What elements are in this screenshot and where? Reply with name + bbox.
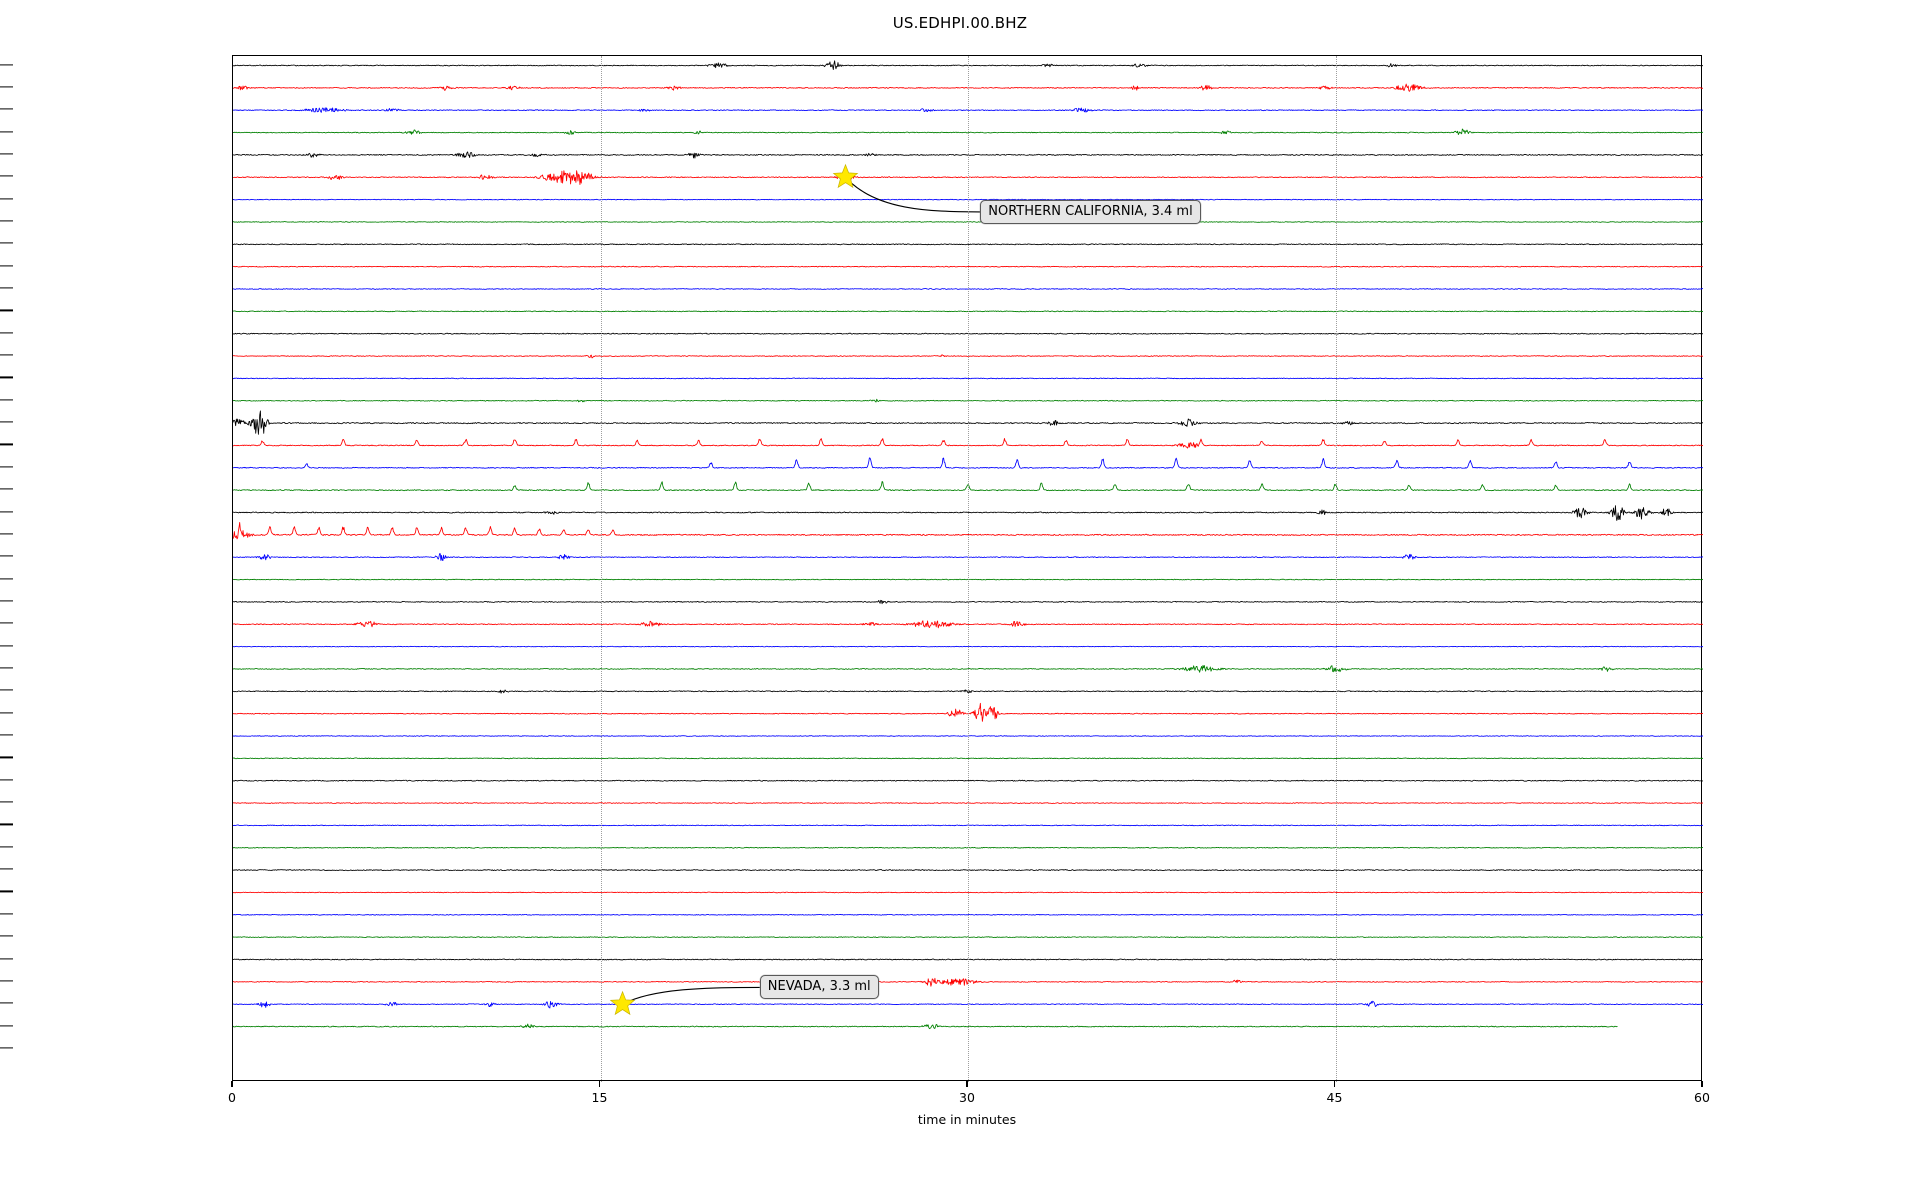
vertical-gridline — [968, 56, 970, 1082]
x-tick-mark — [598, 1081, 601, 1087]
y-tick-mark — [0, 645, 13, 647]
y-tick-mark — [0, 354, 13, 356]
y-tick-mark — [0, 220, 13, 222]
y-tick-mark — [0, 980, 13, 982]
y-tick-mark — [0, 466, 13, 468]
y-tick-mark — [0, 779, 13, 781]
vertical-gridline — [1335, 56, 1338, 1082]
y-tick-mark — [0, 1047, 13, 1049]
y-tick-mark — [0, 577, 13, 580]
y-tick-mark — [0, 734, 13, 736]
y-tick-mark — [0, 689, 13, 691]
y-tick-mark — [0, 712, 13, 714]
y-tick-mark — [0, 399, 13, 401]
y-tick-mark — [0, 198, 13, 200]
y-tick-mark — [0, 130, 13, 133]
y-tick-mark — [0, 153, 13, 155]
y-tick-mark — [0, 1024, 13, 1027]
x-tick-mark — [231, 1081, 233, 1087]
y-tick-mark — [0, 890, 13, 893]
x-tick-label: 60 — [1694, 1090, 1710, 1105]
y-tick-mark — [0, 443, 13, 446]
y-tick-mark — [0, 309, 13, 311]
y-tick-mark — [0, 376, 13, 378]
x-tick-mark — [1333, 1081, 1336, 1087]
x-axis-title: time in minutes — [917, 1112, 1017, 1127]
y-tick-mark — [0, 108, 13, 110]
vertical-gridline — [600, 56, 603, 1082]
x-tick-label: 0 — [228, 1090, 236, 1105]
y-tick-mark — [0, 957, 13, 960]
y-tick-mark — [0, 600, 13, 602]
y-tick-mark — [0, 63, 13, 66]
page-title: US.EDHPI.00.BHZ — [892, 14, 1028, 32]
y-tick-mark — [0, 86, 13, 88]
y-tick-mark — [0, 622, 13, 624]
y-tick-mark — [0, 175, 13, 177]
y-tick-mark — [0, 667, 13, 669]
x-tick-label: 45 — [1326, 1090, 1343, 1105]
plot-area: NORTHERN CALIFORNIA, 3.4 ml NEVADA, 3.3 m… — [232, 55, 1703, 1082]
event-label-northern-california[interactable]: NORTHERN CALIFORNIA, 3.4 ml — [980, 199, 1201, 224]
y-tick-mark — [0, 287, 13, 289]
y-tick-mark — [0, 913, 13, 915]
y-tick-mark — [0, 265, 13, 267]
y-tick-mark — [0, 801, 13, 803]
y-tick-mark — [0, 935, 13, 937]
x-tick-mark — [966, 1081, 968, 1087]
x-tick-mark — [1701, 1081, 1703, 1087]
y-tick-mark — [0, 756, 13, 758]
y-tick-mark — [0, 823, 13, 825]
event-label-nevada[interactable]: NEVADA, 3.3 ml — [759, 975, 879, 1000]
y-tick-mark — [0, 868, 13, 870]
x-tick-label: 15 — [591, 1090, 608, 1105]
y-tick-mark — [0, 332, 13, 334]
x-axis: time in minutes 0 15 30 45 60 — [228, 1081, 1710, 1141]
x-tick-label: 30 — [959, 1090, 975, 1105]
y-tick-mark — [0, 510, 13, 513]
y-axis: 00:00:0001:00:0002:00:0003:00:0004:00:00… — [0, 55, 232, 1081]
y-tick-mark — [0, 421, 13, 423]
y-tick-mark — [0, 533, 13, 535]
y-tick-mark — [0, 846, 13, 848]
y-tick-mark — [0, 242, 13, 244]
y-tick-mark — [0, 1002, 13, 1004]
y-tick-mark — [0, 555, 13, 557]
y-tick-mark — [0, 488, 13, 490]
